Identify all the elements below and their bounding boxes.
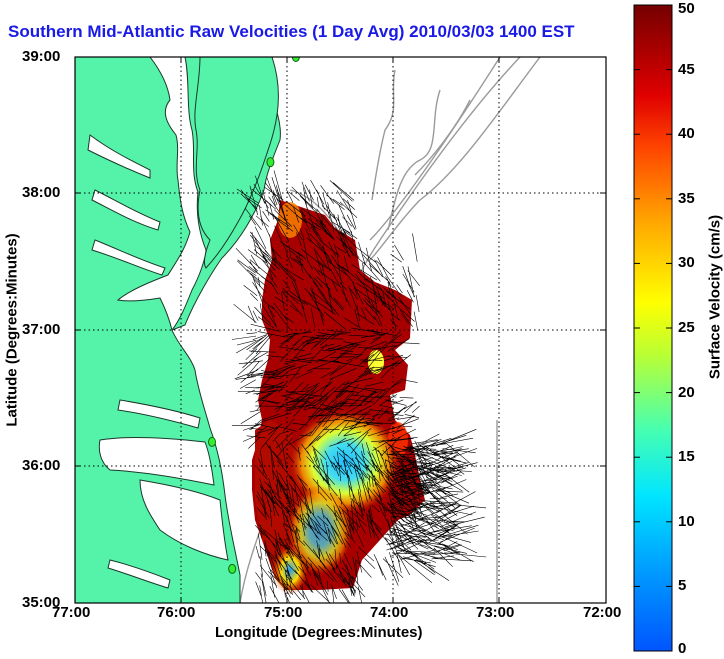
colorbar-tick-label: 0 [678, 640, 687, 657]
radar-station-marker [266, 157, 275, 168]
x-axis-label: Longitude (Degrees:Minutes) [215, 624, 423, 641]
colorbar-tick-label: 30 [678, 254, 695, 272]
colorbar-tick-label: 5 [678, 577, 687, 595]
xtick-label: 76:00 [157, 604, 196, 621]
radar-station-marker [228, 563, 237, 574]
radar-station-marker [207, 436, 216, 447]
xtick-label: 73:00 [476, 604, 515, 621]
radar-stations [207, 57, 300, 574]
vector-lines [231, 170, 487, 603]
grid-lines [75, 57, 606, 603]
ytick-label: 36:00 [22, 457, 61, 474]
colorbar-tick-label: 45 [678, 60, 695, 78]
xtick-label: 72:00 [583, 604, 622, 621]
colorbar-tick-label: 15 [678, 448, 695, 466]
xtick-label: 75:00 [264, 604, 303, 621]
ytick-label: 37:00 [22, 321, 61, 338]
colorbar-tick-label: 50 [678, 0, 695, 17]
nc-sounds [98, 399, 229, 589]
velocity-vectors [231, 170, 487, 603]
colorbar-tick-label: 40 [678, 125, 695, 143]
chesapeake-bay [87, 57, 207, 332]
ytick-label: 35:00 [22, 594, 61, 611]
axis-ticks [75, 57, 606, 603]
ytick-label: 38:00 [22, 184, 61, 201]
ytick-label: 39:00 [22, 48, 61, 65]
xtick-label: 74:00 [370, 604, 409, 621]
colorbar-tick-label: 35 [678, 189, 695, 207]
chart-title: Southern Mid-Atlantic Raw Velocities (1 … [8, 22, 575, 41]
xtick-label: 77:00 [52, 604, 91, 621]
colorbar-tick-label: 10 [678, 512, 695, 530]
colorbar-tick-label: 20 [678, 383, 695, 401]
radar-station-marker [291, 57, 300, 62]
colorbar-tick-label: 25 [678, 319, 695, 336]
